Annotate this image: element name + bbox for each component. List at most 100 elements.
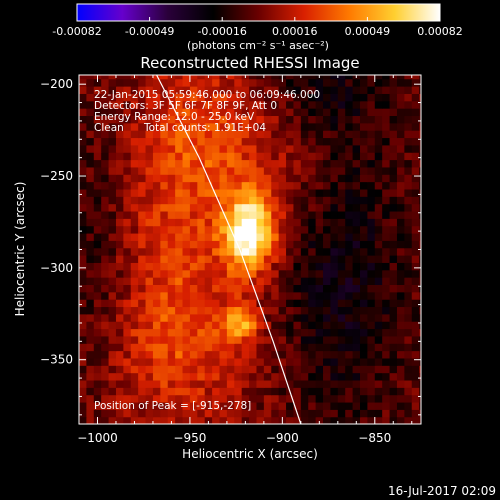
heatmap-cell: [263, 93, 272, 102]
heatmap-cell: [286, 328, 295, 337]
heatmap-cell: [123, 188, 132, 197]
heatmap-cell: [323, 343, 332, 352]
heatmap-cell: [389, 247, 398, 256]
heatmap-cell: [138, 152, 147, 161]
heatmap-cell: [182, 240, 191, 249]
heatmap-cell: [263, 313, 272, 322]
heatmap-cell: [345, 108, 354, 117]
heatmap-cell: [374, 159, 383, 168]
heatmap-cell: [315, 137, 324, 146]
heatmap-cell: [345, 144, 354, 153]
heatmap-cell: [249, 328, 258, 337]
heatmap-cell: [152, 409, 161, 418]
heatmap-cell: [352, 86, 361, 94]
heatmap-cell: [138, 196, 147, 205]
heatmap-cell: [212, 269, 221, 278]
heatmap-cell: [271, 291, 280, 300]
heatmap-cell: [152, 357, 161, 366]
heatmap-cell: [175, 122, 184, 131]
heatmap-cell: [167, 225, 176, 234]
heatmap-cell: [249, 218, 258, 227]
heatmap-cell: [330, 75, 339, 80]
heatmap-cell: [352, 115, 361, 124]
heatmap-cell: [108, 372, 117, 381]
heatmap-cell: [182, 144, 191, 153]
heatmap-cell: [352, 401, 361, 410]
heatmap-cell: [197, 210, 206, 219]
heatmap-cell: [123, 379, 132, 388]
heatmap-cell: [86, 416, 95, 424]
heatmap-cell: [189, 350, 198, 359]
heatmap-cell: [404, 122, 413, 131]
heatmap-cell: [271, 379, 280, 388]
heatmap-cell: [411, 350, 420, 359]
heatmap-cell: [234, 115, 243, 124]
heatmap-cell: [101, 218, 110, 227]
heatmap-cell: [396, 284, 405, 293]
heatmap-cell: [138, 357, 147, 366]
heatmap-cell: [263, 372, 272, 381]
heatmap-cell: [323, 284, 332, 293]
heatmap-cell: [79, 93, 87, 102]
heatmap-cell: [404, 394, 413, 403]
heatmap-cell: [337, 122, 346, 131]
heatmap-cell: [130, 299, 139, 308]
heatmap-cell: [86, 291, 95, 300]
heatmap-cell: [389, 313, 398, 322]
heatmap-cell: [115, 387, 124, 396]
heatmap-cell: [374, 365, 383, 374]
heatmap-cell: [315, 181, 324, 190]
heatmap-cell: [167, 328, 176, 337]
heatmap-cell: [308, 247, 317, 256]
heatmap-cell: [241, 188, 250, 197]
heatmap-cell: [160, 357, 169, 366]
heatmap-cell: [86, 335, 95, 344]
heatmap-cell: [226, 86, 235, 94]
heatmap-cell: [175, 166, 184, 175]
heatmap-cell: [374, 122, 383, 131]
heatmap-cell: [86, 75, 95, 80]
heatmap-cell: [352, 262, 361, 271]
heatmap-cell: [308, 335, 317, 344]
heatmap-cell: [101, 255, 110, 263]
heatmap-cell: [219, 93, 228, 102]
heatmap-cell: [219, 86, 228, 94]
heatmap-cell: [204, 100, 213, 109]
heatmap-cell: [152, 350, 161, 359]
heatmap-cell: [419, 174, 421, 183]
heatmap-cell: [389, 93, 398, 102]
heatmap-cell: [411, 225, 420, 234]
heatmap-cell: [389, 137, 398, 146]
heatmap-cell: [323, 78, 332, 87]
heatmap-cell: [278, 232, 287, 241]
heatmap-cell: [160, 100, 169, 109]
heatmap-cell: [189, 115, 198, 124]
heatmap-cell: [101, 343, 110, 352]
heatmap-cell: [286, 240, 295, 249]
heatmap-cell: [175, 416, 184, 424]
heatmap-cell: [234, 93, 243, 102]
heatmap-cell: [271, 394, 280, 403]
heatmap-cell: [352, 122, 361, 131]
heatmap-cell: [263, 130, 272, 139]
heatmap-cell: [167, 108, 176, 117]
heatmap-cell: [175, 379, 184, 388]
heatmap-cell: [138, 203, 147, 212]
heatmap-cell: [323, 122, 332, 131]
heatmap-cell: [219, 188, 228, 197]
heatmap-cell: [330, 130, 339, 139]
heatmap-cell: [145, 218, 154, 227]
heatmap-cell: [404, 328, 413, 337]
heatmap-cell: [219, 166, 228, 175]
heatmap-cell: [330, 409, 339, 418]
heatmap-cell: [396, 343, 405, 352]
heatmap-cell: [337, 306, 346, 315]
heatmap-cell: [204, 328, 213, 337]
heatmap-cell: [419, 277, 421, 285]
heatmap-cell: [293, 108, 302, 117]
heatmap-cell: [256, 401, 265, 410]
heatmap-cell: [115, 122, 124, 131]
heatmap-cell: [152, 262, 161, 271]
heatmap-cell: [286, 122, 295, 131]
heatmap-cell: [79, 255, 87, 263]
